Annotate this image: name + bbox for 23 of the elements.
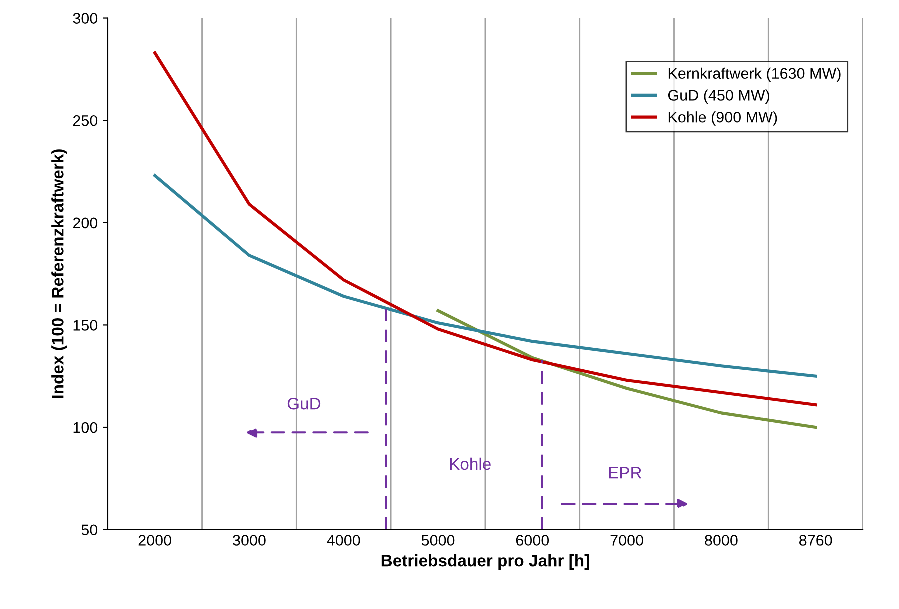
x-tick-label: 4000 — [327, 535, 360, 546]
annotation: Kohle — [450, 458, 491, 470]
x-axis-title: Betriebsdauer pro Jahr [h] — [382, 554, 590, 570]
legend-label: GuD (450 MW) — [668, 90, 770, 104]
y-tick-label: 200 — [73, 218, 98, 229]
legend-label: Kernkraftwerk (1630 MW) — [668, 68, 841, 82]
x-tick-label: 2000 — [138, 535, 172, 546]
y-tick-label: 50 — [82, 524, 98, 536]
annotation: EPR — [609, 467, 642, 479]
x-tick-label: 8760 — [800, 535, 832, 546]
y-tick-label: 250 — [73, 115, 98, 126]
line-series — [154, 174, 818, 378]
x-tick-label: 5000 — [422, 535, 455, 546]
x-tick-label: 3000 — [233, 535, 266, 546]
y-axis-title: Index (100 = Referenzkraftwerk) — [52, 150, 68, 398]
x-tick-label: 8000 — [705, 535, 738, 546]
annotation: GuD — [288, 398, 321, 410]
y-tick-label: 100 — [74, 422, 98, 434]
x-tick-label: 7000 — [610, 535, 644, 546]
x-tick-label: 6000 — [516, 535, 550, 546]
y-tick-label: 150 — [74, 320, 98, 331]
legend-label: Kohle (900 MW) — [668, 112, 778, 126]
y-tick-label: 300 — [73, 13, 98, 24]
